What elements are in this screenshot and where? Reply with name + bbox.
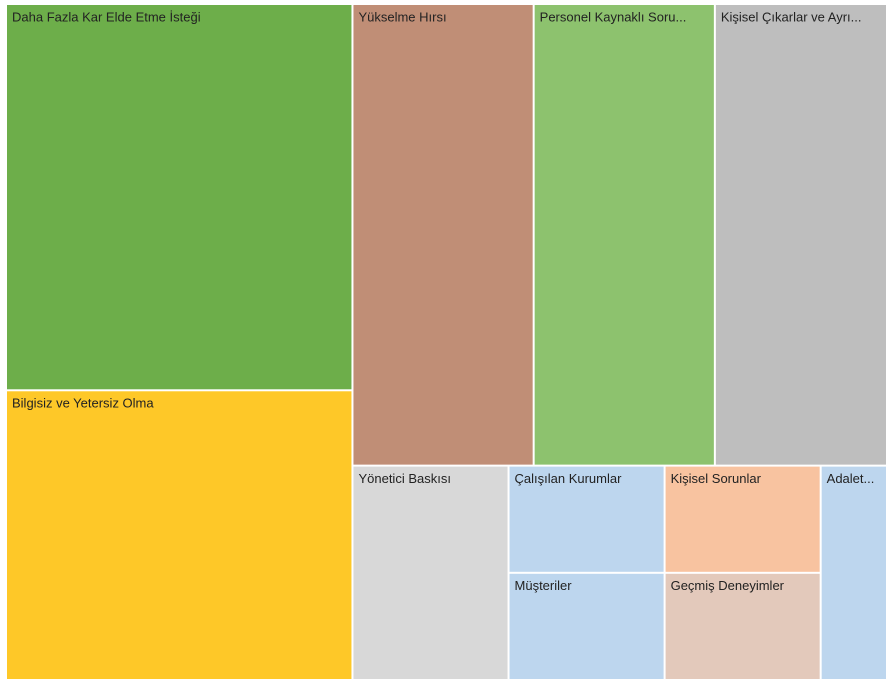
tile-label: Yönetici Baskısı [358, 471, 451, 486]
tile-label: Yükselme Hırsı [358, 9, 446, 24]
treemap-tile [353, 466, 508, 679]
tile-label: Kişisel Sorunlar [671, 471, 762, 486]
treemap-tile [821, 466, 886, 679]
tile-label: Kişisel Çıkarlar ve Ayrı... [721, 9, 862, 24]
tile-label: Personel Kaynaklı Soru... [540, 9, 687, 24]
treemap-tile [509, 466, 664, 572]
treemap-tile [509, 573, 664, 679]
treemap-tile [7, 5, 352, 390]
treemap-tile [665, 573, 820, 679]
tile-label: Adalet... [827, 471, 875, 486]
tile-label: Geçmiş Deneyimler [671, 578, 785, 593]
treemap-tile [7, 391, 352, 679]
treemap-tile [353, 5, 533, 465]
tile-label: Çalışılan Kurumlar [515, 471, 623, 486]
tile-label: Daha Fazla Kar Elde Etme İsteği [12, 9, 201, 24]
tile-label: Bilgisiz ve Yetersiz Olma [12, 396, 154, 411]
treemap-tile [715, 5, 886, 465]
treemap-tile [534, 5, 714, 465]
tile-label: Müşteriler [515, 578, 573, 593]
treemap-tile [665, 466, 820, 572]
